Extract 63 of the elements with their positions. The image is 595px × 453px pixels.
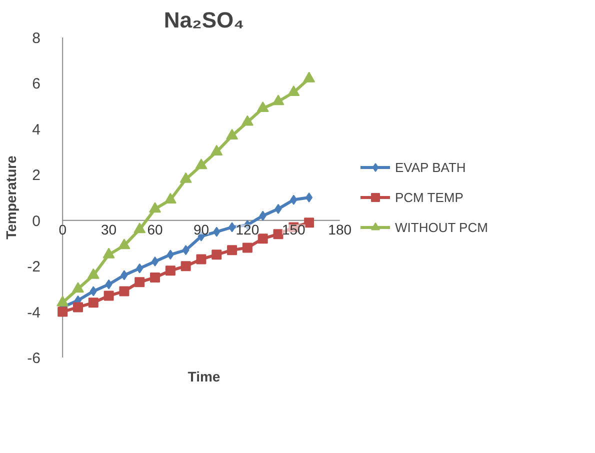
point (90, 286, 97, 296)
y-axis-title: Temperature (3, 155, 20, 240)
point (303, 72, 316, 82)
point (136, 263, 144, 274)
x-axis-title: Time (188, 368, 220, 384)
point (228, 222, 236, 232)
x-tick-label: 90 (193, 221, 210, 238)
point (306, 192, 313, 202)
point (180, 261, 191, 272)
point (118, 238, 130, 250)
point (152, 256, 159, 266)
point (210, 144, 223, 156)
point (134, 222, 146, 234)
point (241, 115, 254, 126)
point (119, 286, 130, 296)
legend-label: PCM TEMP (395, 190, 464, 204)
point (227, 245, 238, 256)
point (259, 210, 266, 221)
point (134, 277, 145, 288)
point (102, 248, 115, 258)
point (195, 158, 208, 170)
point (258, 234, 268, 244)
point (273, 229, 284, 240)
point (120, 270, 128, 280)
point (150, 272, 160, 282)
point (304, 218, 314, 228)
y-tick-label: -2 (27, 258, 41, 276)
point (274, 204, 282, 214)
point (182, 245, 190, 256)
y-tick-label: 2 (32, 167, 40, 184)
point (288, 86, 300, 96)
point (165, 266, 176, 276)
point (256, 102, 269, 112)
point (166, 250, 174, 260)
point (213, 226, 220, 237)
x-tick-label: 180 (328, 221, 352, 238)
x-tick-label: 150 (282, 221, 306, 238)
y-tick-label: 4 (32, 121, 40, 138)
point (149, 202, 162, 213)
point (164, 192, 176, 204)
point (180, 172, 192, 183)
point (104, 290, 114, 301)
y-tick-label: 6 (32, 76, 40, 93)
y-tick-label: 8 (32, 30, 40, 47)
legend-label: WITHOUT PCM (395, 220, 488, 234)
y-tick-label: -4 (27, 304, 41, 322)
x-tick-label: 60 (147, 221, 164, 238)
point (196, 254, 206, 264)
point (105, 279, 112, 290)
y-tick-label: -6 (27, 350, 41, 367)
point (58, 306, 68, 317)
point (242, 242, 252, 253)
point (212, 250, 222, 260)
x-tick-label: 30 (101, 221, 117, 238)
x-tick-label: 0 (58, 221, 67, 238)
x-tick-label: 120 (236, 221, 260, 238)
point (272, 94, 284, 106)
point (72, 302, 83, 312)
point (290, 194, 298, 205)
chart-title: Na₂SO₄ (164, 8, 244, 32)
legend-label: EVAP BATH (395, 160, 466, 174)
point (226, 128, 238, 140)
point (88, 298, 98, 308)
